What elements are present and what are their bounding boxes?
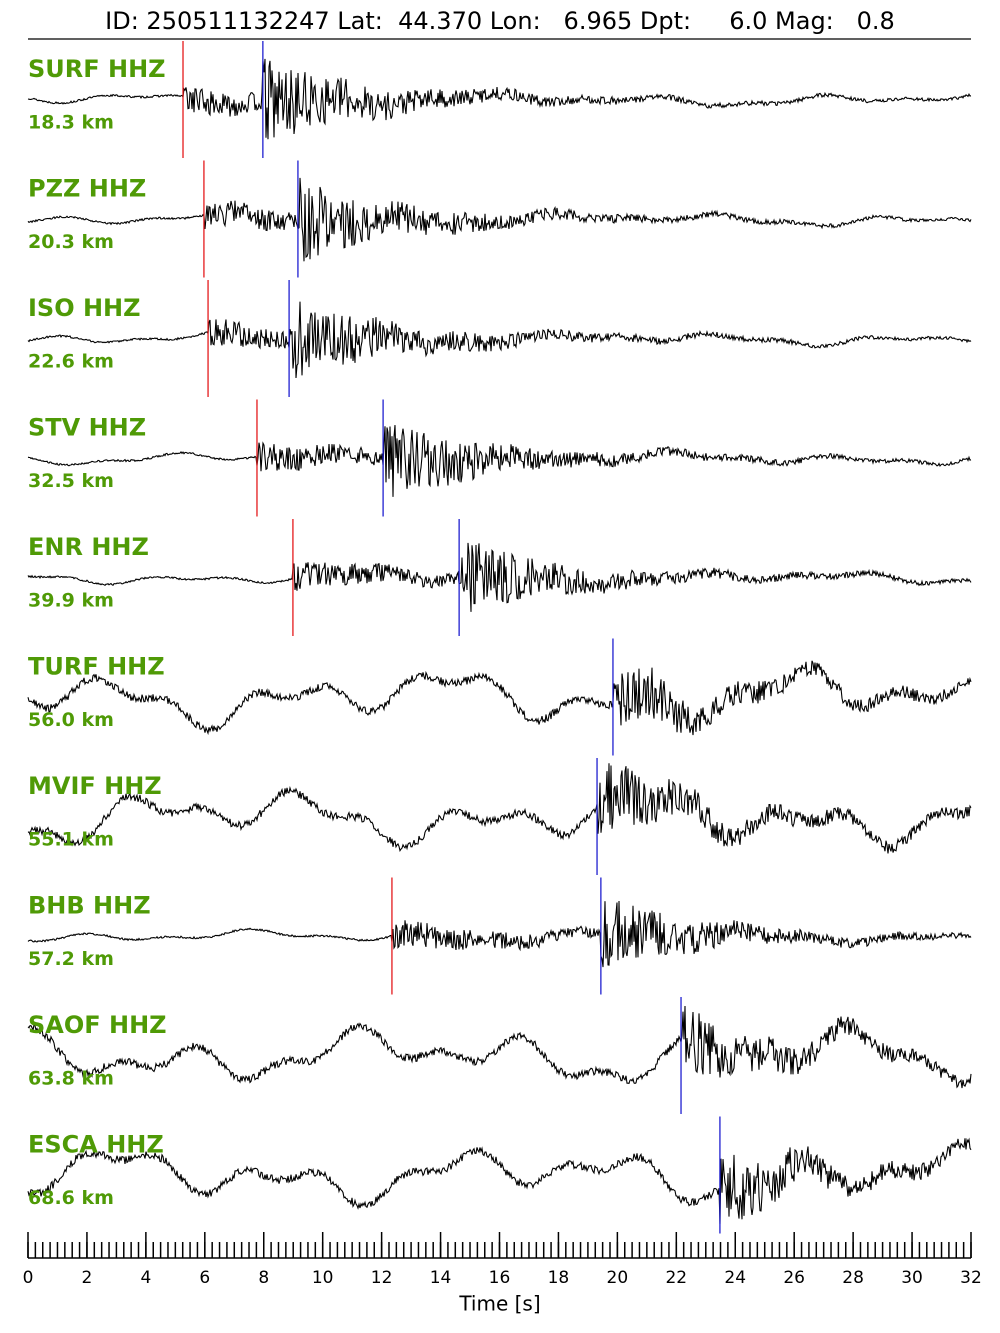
x-tick-label: 6 <box>199 1268 210 1288</box>
x-tick-label: 4 <box>140 1268 151 1288</box>
waveform <box>27 900 972 968</box>
x-tick-label: 28 <box>842 1268 864 1288</box>
station-distance: 57.2 km <box>28 948 114 970</box>
waveform <box>27 425 972 497</box>
station-name: PZZ HHZ <box>28 175 146 203</box>
station-name: BHB HHZ <box>28 892 151 920</box>
chart-title: ID: 250511132247 Lat: 44.370 Lon: 6.965 … <box>105 7 895 35</box>
station-distance: 18.3 km <box>28 112 114 134</box>
waveform <box>27 763 972 854</box>
station-distance: 68.6 km <box>28 1187 114 1209</box>
x-tick-label: 22 <box>665 1268 687 1288</box>
x-tick-label: 16 <box>489 1268 511 1288</box>
x-tick-label: 32 <box>960 1268 982 1288</box>
station-name: ENR HHZ <box>28 533 149 561</box>
station-name: SURF HHZ <box>28 55 166 83</box>
x-tick-label: 10 <box>312 1268 334 1288</box>
station-name: STV HHZ <box>28 414 146 442</box>
x-tick-label: 24 <box>724 1268 746 1288</box>
x-tick-label: 20 <box>607 1268 629 1288</box>
station-distance: 56.0 km <box>28 709 114 731</box>
waveform <box>27 58 972 140</box>
waveform <box>27 1137 972 1225</box>
station-name: MVIF HHZ <box>28 772 162 800</box>
x-tick-label: 14 <box>430 1268 452 1288</box>
x-tick-label: 0 <box>23 1268 34 1288</box>
station-distance: 22.6 km <box>28 351 114 373</box>
x-tick-label: 2 <box>82 1268 93 1288</box>
x-tick-label: 12 <box>371 1268 393 1288</box>
station-name: ISO HHZ <box>28 294 141 322</box>
waveform <box>27 542 972 612</box>
x-axis-label: Time [s] <box>458 1292 540 1316</box>
station-name: ESCA HHZ <box>28 1131 164 1159</box>
x-tick-label: 26 <box>783 1268 805 1288</box>
station-distance: 32.5 km <box>28 470 114 492</box>
station-distance: 20.3 km <box>28 231 114 253</box>
station-distance: 55.1 km <box>28 829 114 851</box>
waveform <box>27 301 972 379</box>
x-tick-label: 8 <box>258 1268 269 1288</box>
waveform <box>27 1005 972 1089</box>
x-tick-label: 30 <box>901 1268 923 1288</box>
waveform <box>27 177 972 262</box>
waveform <box>27 660 972 736</box>
station-name: TURF HHZ <box>28 653 165 681</box>
x-tick-label: 18 <box>548 1268 570 1288</box>
station-distance: 63.8 km <box>28 1068 114 1090</box>
station-distance: 39.9 km <box>28 590 114 612</box>
station-name: SAOF HHZ <box>28 1011 167 1039</box>
